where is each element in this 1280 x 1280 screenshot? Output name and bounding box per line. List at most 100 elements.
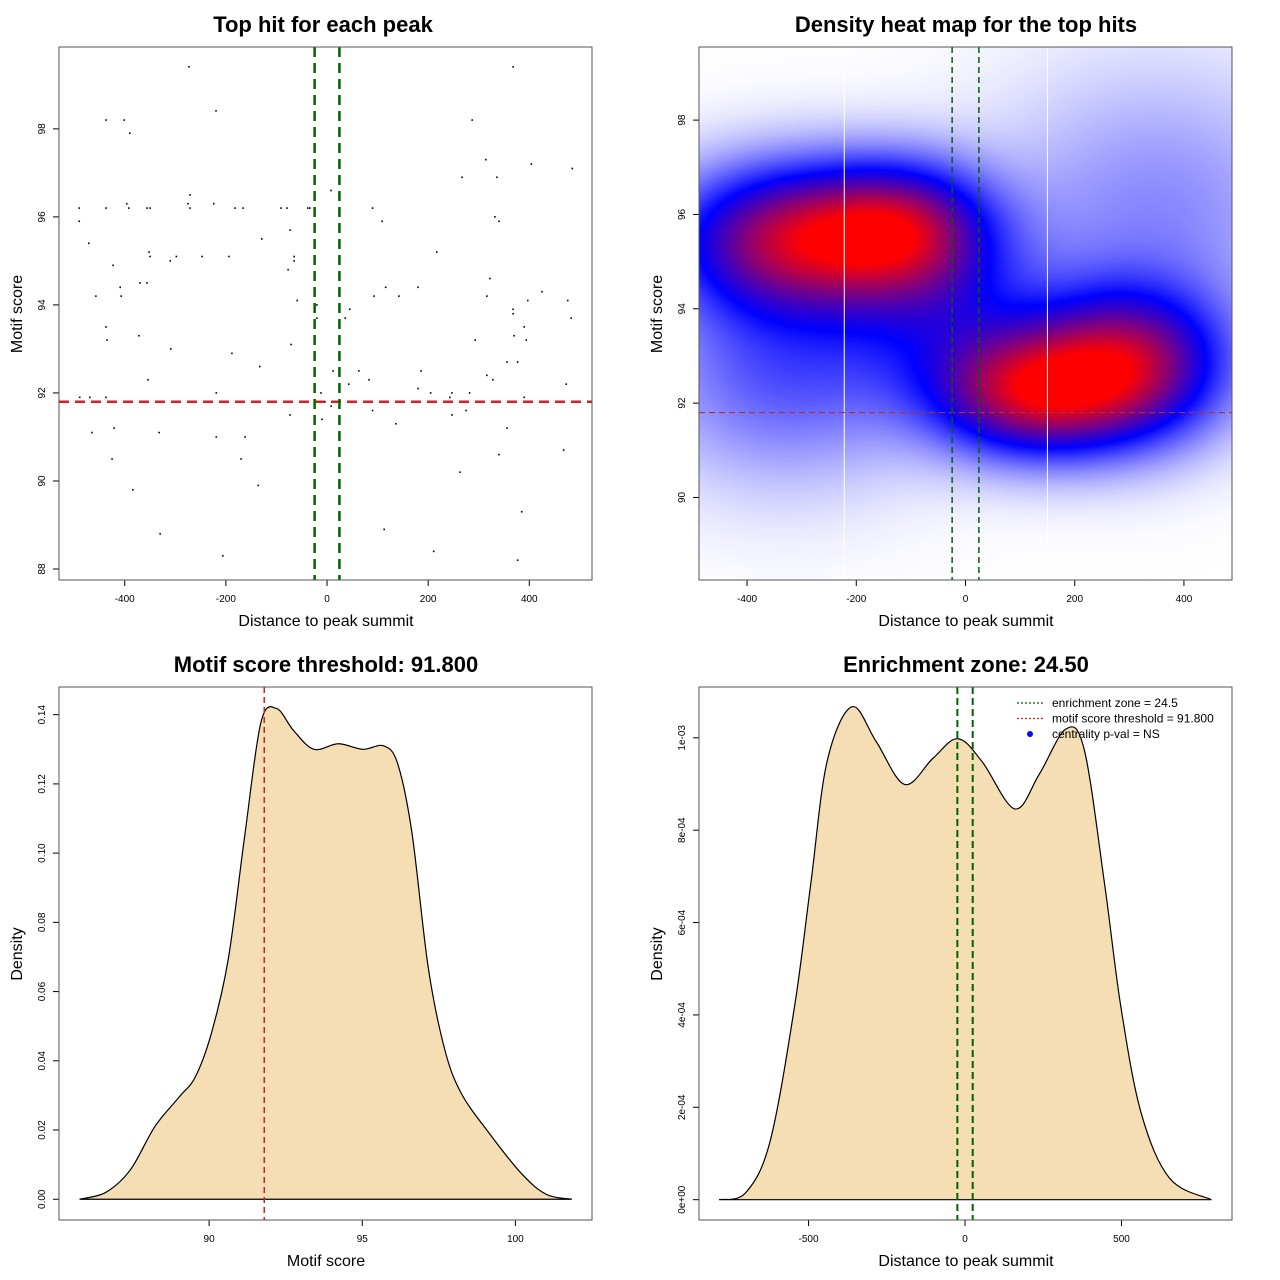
scatter-point xyxy=(429,392,432,394)
scatter-point xyxy=(113,427,115,429)
scatter-panel: Top hit for each peak Distance to peak s… xyxy=(9,12,593,630)
scatter-point xyxy=(449,396,451,399)
scatter-point xyxy=(383,528,385,531)
scatter-point xyxy=(321,418,323,421)
heatmap-xlabel: Distance to peak summit xyxy=(878,613,1054,630)
scatter-point xyxy=(562,449,565,451)
scatter-point xyxy=(381,220,383,223)
distance-density-y-tick-label: 0e+00 xyxy=(677,1185,688,1214)
scatter-point xyxy=(417,286,419,289)
scatter-point xyxy=(398,295,400,297)
distance-density-panel: Enrichment zone: 24.50 Distance to peak … xyxy=(649,652,1233,1270)
score-density-y-tick-label: 0.02 xyxy=(37,1120,48,1140)
scatter-point xyxy=(474,339,476,341)
scatter-point xyxy=(512,66,514,68)
scatter-point xyxy=(368,378,370,381)
scatter-point xyxy=(520,510,523,513)
scatter-point xyxy=(512,312,514,315)
heatmap-ylabel: Motif score xyxy=(649,275,666,353)
scatter-point xyxy=(293,255,295,258)
heatmap-x-tick-label: 0 xyxy=(963,594,969,605)
distance-density-plot-frame xyxy=(698,686,1233,1221)
scatter-point xyxy=(286,207,288,209)
scatter-x-tick-label: 0 xyxy=(324,594,330,605)
score-density-area xyxy=(79,706,572,1200)
score-density-y-tick-label: 0.08 xyxy=(37,912,48,932)
scatter-point xyxy=(228,255,230,258)
scatter-point xyxy=(330,405,332,407)
scatter-point xyxy=(471,119,473,121)
scatter-point xyxy=(371,409,374,412)
scatter-point xyxy=(105,326,107,328)
heatmap-x-tick-label: 200 xyxy=(1066,594,1083,605)
scatter-point xyxy=(296,299,298,302)
scatter-point xyxy=(89,396,91,399)
scatter-point xyxy=(459,471,461,473)
scatter-point xyxy=(119,286,121,289)
scatter-point xyxy=(260,238,263,240)
scatter-point xyxy=(139,282,141,284)
scatter-point xyxy=(489,277,491,280)
scatter-point xyxy=(175,255,178,258)
scatter-xlabel: Distance to peak summit xyxy=(238,613,414,630)
scatter-point xyxy=(138,334,140,337)
scatter-x-tick-label: -400 xyxy=(115,594,135,605)
scatter-point xyxy=(565,383,568,385)
scatter-point xyxy=(188,66,190,68)
scatter-point xyxy=(123,119,126,121)
scatter-point xyxy=(88,242,90,245)
distance-density-x-tick-label: 0 xyxy=(962,1234,968,1245)
scatter-point xyxy=(498,220,500,223)
scatter-point xyxy=(287,268,289,271)
distance-density-curve xyxy=(718,706,1212,1201)
scatter-point xyxy=(307,207,309,209)
scatter-point xyxy=(169,348,172,350)
scatter-point xyxy=(215,392,218,394)
scatter-ylabel: Motif score xyxy=(9,275,26,353)
scatter-point xyxy=(486,374,488,377)
scatter-point xyxy=(570,317,573,319)
scatter-point xyxy=(187,202,189,205)
scatter-point xyxy=(169,260,172,262)
scatter-point xyxy=(461,176,463,179)
scatter-point xyxy=(125,202,128,205)
scatter-point xyxy=(105,119,107,121)
scatter-point xyxy=(371,207,374,209)
scatter-point xyxy=(525,339,528,341)
scatter-point xyxy=(222,554,224,557)
scatter-point xyxy=(290,343,292,346)
scatter-point xyxy=(420,370,422,372)
heatmap-canvas xyxy=(699,47,1232,580)
scatter-point xyxy=(127,207,130,209)
scatter-point xyxy=(348,308,351,311)
distance-density-y-tick-label: 1e-03 xyxy=(677,725,688,751)
score-density-title: Motif score threshold: 91.800 xyxy=(174,652,478,677)
score-density-y-tick-label: 0.00 xyxy=(37,1189,48,1209)
scatter-y-tick-label: 96 xyxy=(37,211,48,223)
scatter-y-tick-label: 90 xyxy=(37,475,48,487)
scatter-point xyxy=(494,216,496,218)
scatter-point xyxy=(512,308,514,311)
score-density-y-tick-label: 0.14 xyxy=(37,705,48,725)
scatter-point xyxy=(316,317,318,319)
scatter-point xyxy=(201,255,203,258)
score-density-x-tick-label: 95 xyxy=(357,1234,369,1245)
scatter-point xyxy=(432,550,435,553)
scatter-point xyxy=(373,295,375,297)
scatter-point xyxy=(215,436,218,438)
scatter-point xyxy=(148,251,150,253)
scatter-point xyxy=(394,422,397,425)
heatmap-y-tick-label: 92 xyxy=(677,397,688,409)
distance-density-y-tick-label: 4e-04 xyxy=(677,1002,688,1028)
scatter-point xyxy=(498,453,500,456)
scatter-point xyxy=(289,229,291,231)
scatter-point xyxy=(523,326,526,328)
scatter-point xyxy=(91,431,93,434)
heatmap-x-tick-label: 400 xyxy=(1176,594,1193,605)
legend-label: motif score threshold = 91.800 xyxy=(1052,712,1214,726)
scatter-point xyxy=(105,207,107,209)
scatter-point xyxy=(384,286,387,289)
scatter-point xyxy=(147,378,149,381)
scatter-point xyxy=(523,396,526,399)
